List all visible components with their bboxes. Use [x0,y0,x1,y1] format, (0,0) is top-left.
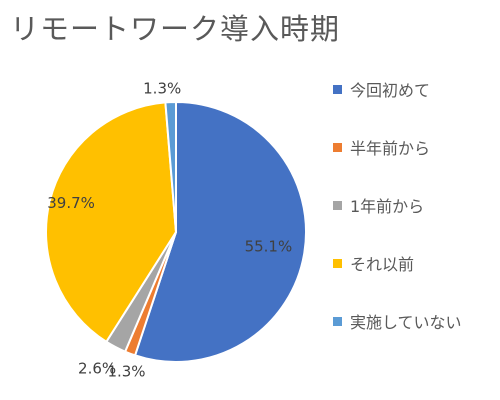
legend-label: 1年前から [350,197,425,216]
legend-item: それ以前 [333,252,498,274]
legend-swatch [333,142,342,152]
data-label: 39.7% [47,194,95,212]
legend-label: 半年前から [350,139,431,158]
data-label: 1.3% [107,363,145,381]
data-label: 2.6% [78,360,116,378]
legend-swatch [333,316,342,326]
data-label: 55.1% [245,237,293,255]
legend-swatch [333,84,342,94]
legend-label: 実施していない [350,313,462,332]
pie-slice [133,100,307,363]
legend-item: 1年前から [333,194,498,216]
data-label: 1.3% [143,80,181,98]
legend-label: それ以前 [350,255,415,274]
legend-swatch [333,200,342,210]
legend: 今回初めて 半年前から 1年前から それ以前 実施していない [333,78,498,368]
pie-slice [164,100,177,233]
legend-label: 今回初めて [350,81,431,100]
legend-item: 今回初めて [333,78,498,100]
legend-item: 実施していない [333,310,498,332]
pie-slice [45,101,178,344]
legend-item: 半年前から [333,136,498,158]
legend-swatch [333,258,342,268]
chart-title: リモートワーク導入時期 [10,12,341,46]
